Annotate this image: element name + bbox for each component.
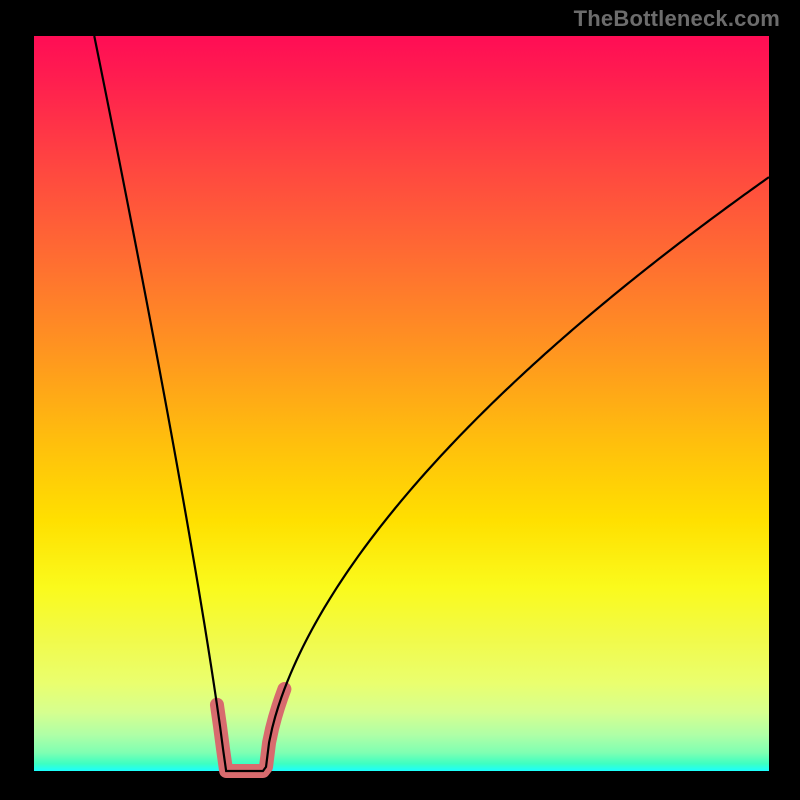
watermark-text: TheBottleneck.com (574, 6, 780, 32)
plot-area (34, 36, 769, 771)
curve-layer (34, 36, 769, 771)
curve-highlight (217, 689, 284, 771)
bottleneck-curve (94, 36, 769, 771)
